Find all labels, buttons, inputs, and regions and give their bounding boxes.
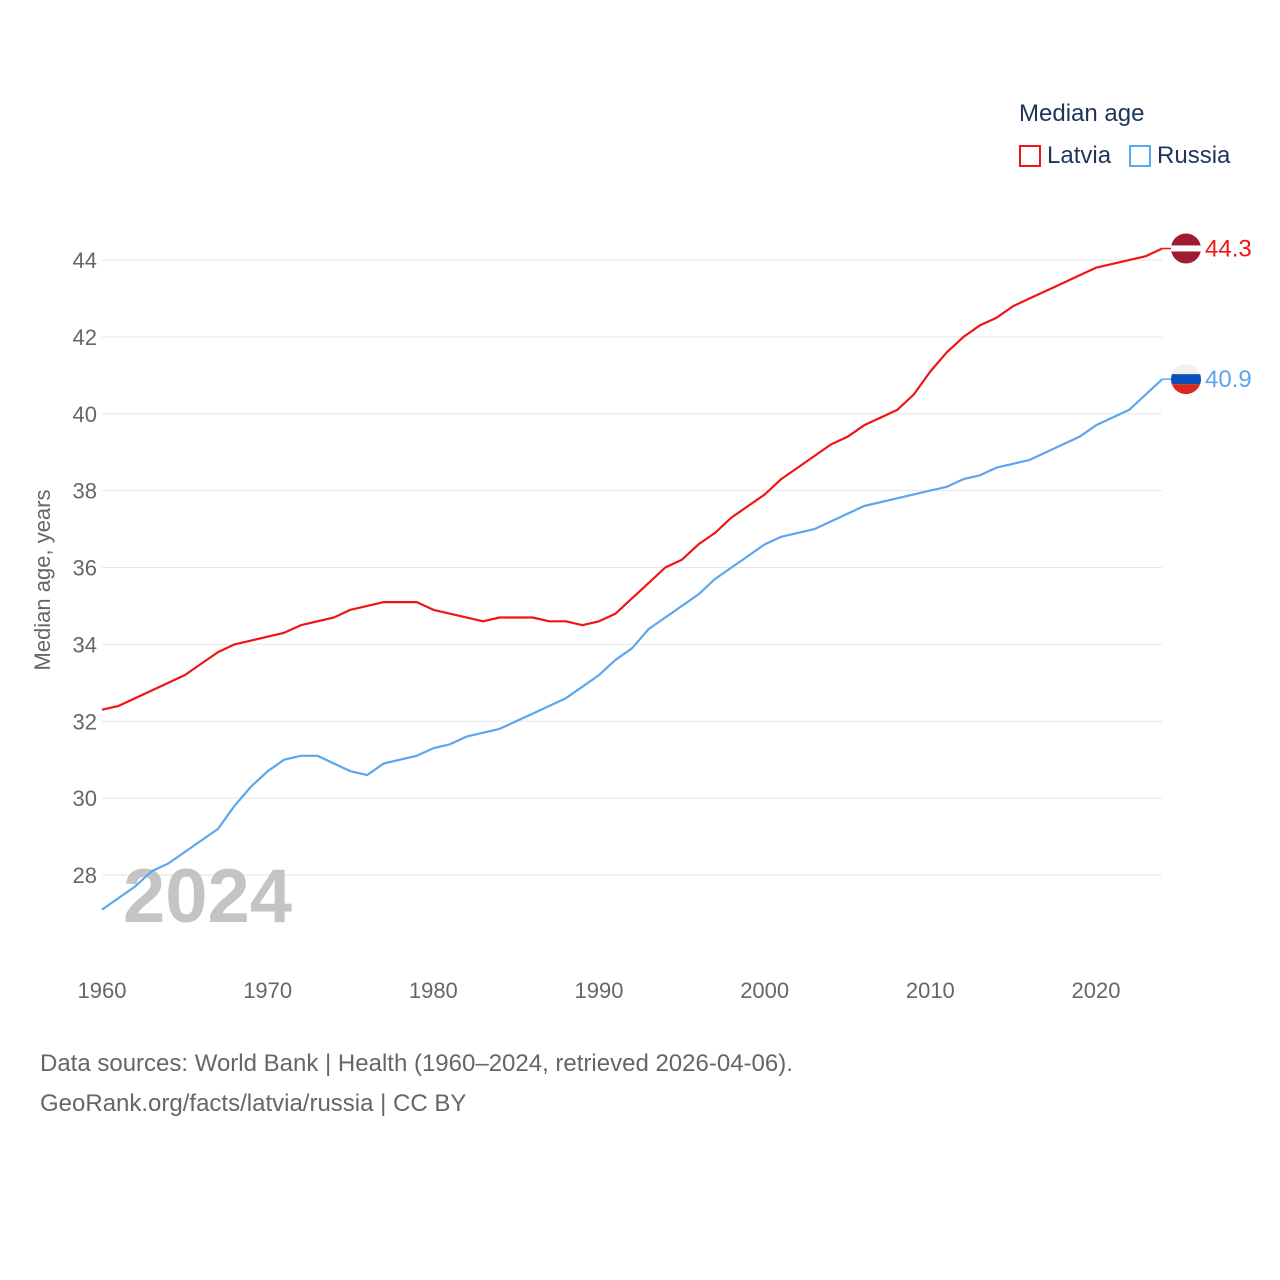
y-tick-label: 38 xyxy=(73,479,97,504)
data-source-text: Data sources: World Bank | Health (1960–… xyxy=(40,1050,793,1077)
x-tick-label: 1960 xyxy=(78,978,127,1003)
flag-stripe xyxy=(1171,251,1201,264)
x-tick-label: 2010 xyxy=(906,978,955,1003)
series-line-russia[interactable] xyxy=(101,378,1164,911)
end-value-label-russia: 40.9 xyxy=(1205,366,1252,393)
series-line-latvia[interactable] xyxy=(101,247,1163,711)
legend-label-russia: Russia xyxy=(1157,142,1231,169)
x-tick-label: 1990 xyxy=(575,978,624,1003)
y-tick-label: 36 xyxy=(73,556,97,581)
x-tick-label: 2020 xyxy=(1072,978,1121,1003)
y-axis-label: Median age, years xyxy=(30,490,55,671)
year-watermark: 2024 xyxy=(123,854,292,939)
flag-stripe xyxy=(1171,233,1201,246)
legend-label-latvia: Latvia xyxy=(1047,142,1112,169)
attribution-link[interactable]: GeoRank.org/facts/latvia/russia | CC BY xyxy=(40,1090,467,1117)
legend-item-latvia[interactable]: Latvia xyxy=(1019,142,1111,170)
flag-stripe xyxy=(1171,245,1201,252)
legend-swatch-latvia xyxy=(1019,145,1041,167)
y-tick-label: 40 xyxy=(73,402,97,427)
y-tick-label: 32 xyxy=(73,709,97,734)
flag-stripe xyxy=(1171,364,1201,375)
x-tick-label: 2000 xyxy=(740,978,789,1003)
flag-stripe xyxy=(1171,374,1201,385)
x-tick-label: 1980 xyxy=(409,978,458,1003)
y-tick-label: 42 xyxy=(73,325,97,350)
footer: Data sources: World Bank | Health (1960–… xyxy=(40,1044,793,1124)
y-tick-label: 28 xyxy=(73,863,97,888)
legend: Latvia Russia xyxy=(1019,142,1230,170)
legend-title: Median age xyxy=(1019,100,1145,127)
y-tick-label: 44 xyxy=(73,248,97,273)
flag-icon-russia xyxy=(1171,364,1201,395)
y-tick-label: 30 xyxy=(73,786,97,811)
legend-item-russia[interactable]: Russia xyxy=(1129,142,1230,170)
x-tick-label: 1970 xyxy=(243,978,292,1003)
y-tick-label: 34 xyxy=(73,632,97,657)
legend-swatch-russia xyxy=(1129,145,1152,167)
flag-stripe xyxy=(1171,384,1201,395)
end-value-label-latvia: 44.3 xyxy=(1205,235,1252,262)
flag-icon-latvia xyxy=(1171,233,1201,264)
